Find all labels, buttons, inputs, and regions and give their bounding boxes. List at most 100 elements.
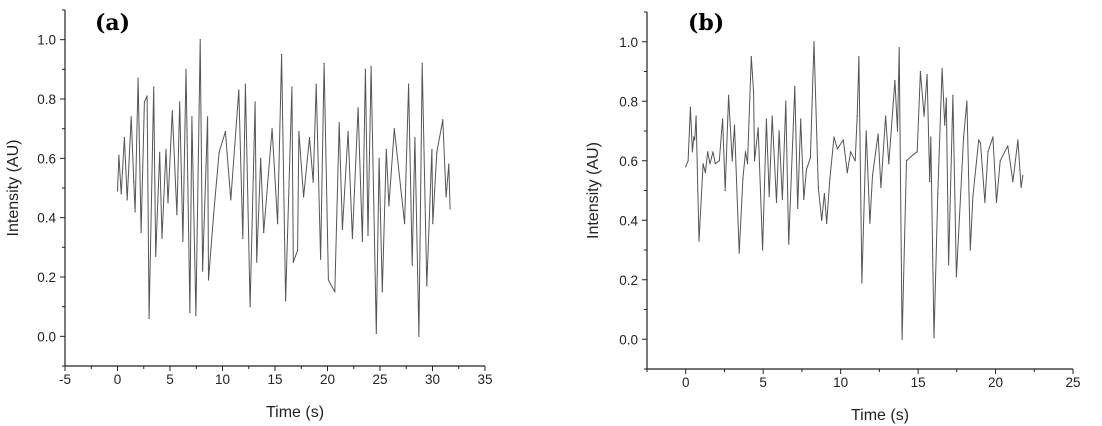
data-point bbox=[709, 163, 711, 165]
data-point bbox=[992, 136, 994, 138]
data-point bbox=[411, 264, 413, 266]
data-point bbox=[753, 160, 756, 162]
data-point bbox=[691, 151, 693, 153]
data-point bbox=[826, 222, 828, 224]
data-point bbox=[781, 198, 783, 201]
data-point bbox=[952, 94, 954, 96]
intensity-series-line bbox=[117, 39, 451, 337]
x-tick-label: 10 bbox=[215, 372, 230, 387]
data-point bbox=[869, 222, 871, 224]
data-point bbox=[277, 223, 279, 225]
data-point bbox=[948, 264, 950, 266]
data-point bbox=[800, 118, 802, 120]
data-point bbox=[291, 86, 293, 88]
x-axis-title: Time (s) bbox=[266, 404, 324, 421]
data-point bbox=[1017, 139, 1019, 141]
data-point bbox=[794, 85, 796, 87]
y-axis-title: Intensity (AU) bbox=[5, 140, 22, 237]
data-point bbox=[809, 157, 812, 159]
chart-panel-b: 0 5 10 15 20 25 0.0 0.2 0.4 0.6 0.8 1.0 Time (s) Inte… bbox=[585, 10, 1081, 424]
data-point bbox=[702, 163, 704, 165]
data-point bbox=[817, 186, 819, 189]
data-point bbox=[1012, 180, 1014, 183]
data-point bbox=[414, 136, 416, 139]
data-point bbox=[375, 332, 377, 334]
y-tick-label: 0.4 bbox=[619, 213, 638, 228]
data-point bbox=[179, 101, 181, 103]
data-point bbox=[742, 178, 744, 180]
data-point bbox=[254, 101, 256, 103]
y-tick-label: 0.8 bbox=[37, 92, 56, 107]
data-point bbox=[302, 196, 305, 198]
x-tick-label: 10 bbox=[833, 375, 848, 390]
data-point bbox=[338, 122, 340, 124]
data-point bbox=[775, 201, 778, 203]
data-point bbox=[765, 118, 768, 120]
data-point bbox=[698, 240, 700, 242]
data-point bbox=[714, 163, 716, 165]
data-point bbox=[134, 211, 136, 213]
data-point bbox=[905, 160, 908, 162]
data-point bbox=[385, 148, 387, 151]
data-point bbox=[341, 228, 344, 231]
data-point bbox=[120, 193, 122, 195]
data-point bbox=[963, 136, 965, 138]
data-point bbox=[846, 172, 848, 174]
data-point bbox=[919, 70, 922, 73]
data-point bbox=[224, 131, 227, 133]
data-point bbox=[319, 258, 322, 260]
x-tick-label: 15 bbox=[267, 372, 282, 387]
y-tick-label: 0.8 bbox=[619, 94, 638, 109]
data-point bbox=[856, 115, 858, 117]
data-point bbox=[218, 151, 220, 153]
x-tick-label: 15 bbox=[911, 375, 926, 390]
data-point bbox=[901, 338, 903, 340]
data-point bbox=[315, 83, 317, 85]
data-point bbox=[829, 178, 831, 180]
y-tick-label: 0.2 bbox=[619, 273, 638, 288]
data-point bbox=[929, 180, 931, 183]
data-point bbox=[312, 181, 314, 183]
data-point bbox=[378, 157, 380, 159]
panel-label: (a) bbox=[95, 10, 130, 36]
data-point bbox=[448, 163, 450, 165]
x-tick-label: 20 bbox=[320, 372, 335, 387]
data-point bbox=[123, 136, 126, 139]
data-point bbox=[693, 136, 695, 138]
y-tick-label: 0.4 bbox=[37, 211, 56, 226]
data-point bbox=[242, 237, 244, 240]
data-point bbox=[865, 130, 867, 132]
data-point bbox=[445, 196, 447, 198]
data-point bbox=[159, 151, 161, 153]
data-point bbox=[388, 205, 390, 207]
data-point bbox=[171, 110, 173, 112]
data-point bbox=[199, 39, 201, 41]
data-point bbox=[984, 201, 986, 203]
intensity-series-line bbox=[685, 41, 1024, 340]
data-point bbox=[370, 65, 372, 67]
data-point bbox=[182, 240, 184, 242]
data-point bbox=[930, 136, 932, 138]
data-point bbox=[1022, 175, 1024, 177]
data-point bbox=[308, 136, 311, 139]
data-point bbox=[933, 337, 935, 339]
data-point bbox=[206, 116, 209, 118]
data-point bbox=[724, 189, 726, 192]
data-point bbox=[153, 86, 155, 88]
data-point bbox=[1020, 186, 1022, 189]
data-point bbox=[140, 231, 142, 234]
data-point bbox=[704, 172, 707, 174]
data-point bbox=[442, 119, 444, 121]
data-point bbox=[805, 169, 808, 171]
data-point bbox=[731, 160, 733, 162]
x-tick-label: 25 bbox=[1065, 375, 1080, 390]
data-point bbox=[327, 279, 330, 281]
data-point bbox=[978, 139, 980, 141]
data-point bbox=[292, 261, 294, 263]
data-point bbox=[712, 151, 714, 153]
x-tick-label: 0 bbox=[682, 375, 690, 390]
data-point bbox=[871, 175, 874, 177]
data-point bbox=[861, 282, 863, 284]
data-point bbox=[746, 163, 749, 165]
data-point bbox=[212, 214, 215, 216]
